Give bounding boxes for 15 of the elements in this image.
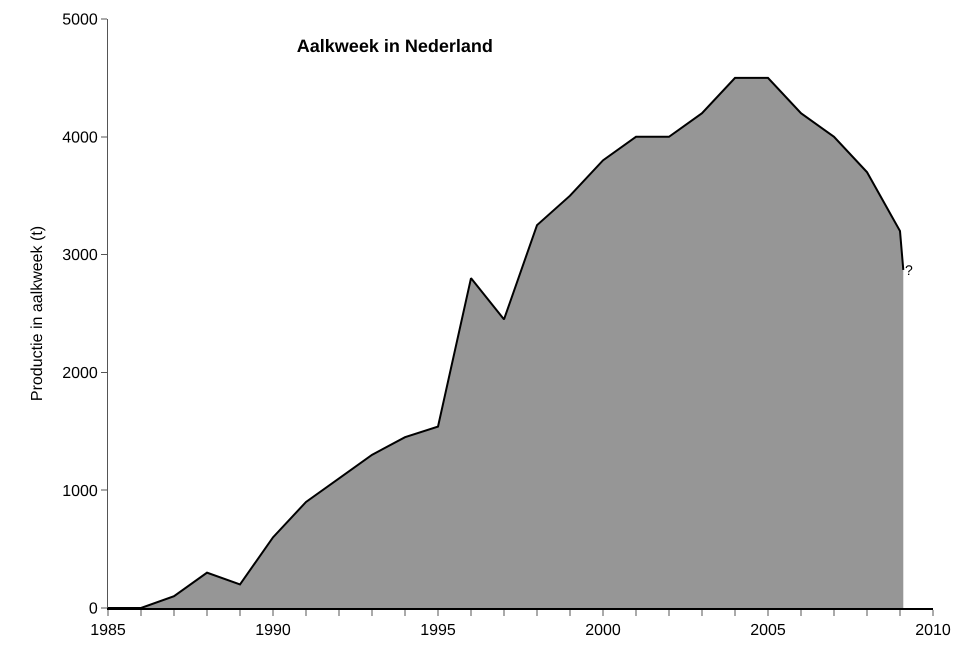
y-axis-title: Productie in aalkweek (t) xyxy=(29,226,46,402)
text: Aalkweek in Nederland xyxy=(296,36,493,56)
x-tick-label: 1990 xyxy=(255,622,291,640)
y-tick-label: 3000 xyxy=(62,247,98,264)
y-tick-label: 5000 xyxy=(62,12,98,29)
annotation: ? xyxy=(905,262,913,278)
y-tick-label: 1000 xyxy=(62,482,98,500)
x-tick-label: 2000 xyxy=(585,622,621,640)
x-tick-label: 1985 xyxy=(90,622,126,640)
x-tick-label: 2010 xyxy=(915,622,951,640)
y-tick-label: 0 xyxy=(88,600,98,618)
x-tick-label: 1995 xyxy=(420,622,456,640)
y-tick-label: 2000 xyxy=(62,365,98,382)
x-tick-label: 2005 xyxy=(750,622,786,640)
y-tick-label: 4000 xyxy=(62,129,98,146)
